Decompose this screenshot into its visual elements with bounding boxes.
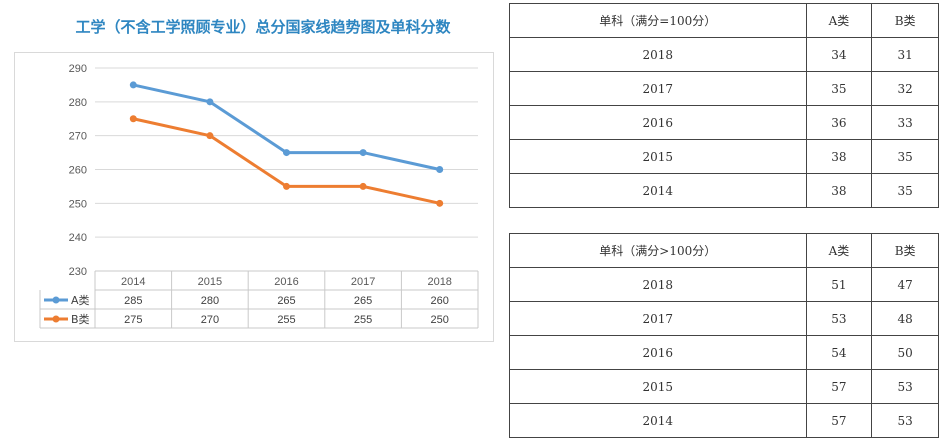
y-tick-label: 230 xyxy=(69,266,87,278)
x-tick-label: 2014 xyxy=(121,276,145,288)
series-line xyxy=(131,117,442,205)
legend-key-marker xyxy=(52,296,60,304)
data-table-value: 265 xyxy=(277,295,295,307)
table-row-cell: 2015 xyxy=(509,139,807,174)
table-row: 2018 51 47 xyxy=(509,267,939,302)
table-row-cell: 36 xyxy=(805,105,873,140)
table-header-row: 单科（满分=100分） A类 B类 xyxy=(509,3,939,38)
series-line xyxy=(131,83,442,171)
data-table-value: 275 xyxy=(124,314,142,326)
table-row-cell: 53 xyxy=(805,301,873,336)
y-tick-label: 290 xyxy=(69,63,87,75)
data-table-value: 250 xyxy=(431,314,449,326)
table-row-cell: 35 xyxy=(871,173,939,208)
table-row-cell: 31 xyxy=(871,37,939,72)
table-header-row-cell: 单科（满分=100分） xyxy=(509,3,807,38)
legend-label: A类 xyxy=(71,293,90,307)
x-tick-label: 2015 xyxy=(198,276,222,288)
data-table-value: 280 xyxy=(201,295,219,307)
legend-key-marker xyxy=(52,315,60,323)
table-row-cell: 57 xyxy=(805,403,873,438)
data-point xyxy=(129,115,137,123)
table-row: 2015 57 53 xyxy=(509,369,939,404)
table-row-cell: 38 xyxy=(805,173,873,208)
table-row: 2014 38 35 xyxy=(509,173,939,208)
data-table-value: 255 xyxy=(354,314,372,326)
table-header-row-cell: B类 xyxy=(871,233,939,268)
data-table-value: 260 xyxy=(431,295,449,307)
chart-canvas: 230 240 250 260 270 280 290 2014 2015 2016 2017 201… xyxy=(39,63,479,329)
table-row-cell: 33 xyxy=(871,105,939,140)
table-row-cell: 57 xyxy=(805,369,873,404)
table-row-cell: 2014 xyxy=(509,403,807,438)
y-tick-label: 280 xyxy=(69,97,87,109)
data-point xyxy=(283,182,290,190)
data-point xyxy=(283,149,290,157)
table-row: 2017 53 48 xyxy=(509,301,939,336)
table-row-cell: 2017 xyxy=(509,301,807,336)
data-point xyxy=(436,199,444,207)
single-subject-table-over-100: 单科（满分>100分） A类 B类 2018 51 47 2017 53 48 2016 54 50 2… xyxy=(509,233,939,438)
table-row-cell: 2017 xyxy=(509,71,807,106)
y-tick-label: 260 xyxy=(69,165,87,177)
data-point xyxy=(206,132,214,140)
table-row: 2014 57 53 xyxy=(509,403,939,438)
table-header-row-cell: A类 xyxy=(805,233,873,268)
table-row-cell: 34 xyxy=(805,37,873,72)
table-row-cell: 2018 xyxy=(509,267,807,302)
table-row-cell: 2016 xyxy=(509,335,807,370)
x-tick-label: 2017 xyxy=(351,276,375,288)
table-row-cell: 51 xyxy=(805,267,873,302)
line-chart: 230 240 250 260 270 280 290 2014 2015 2016 2017 201… xyxy=(14,52,494,342)
y-tick-label: 250 xyxy=(69,198,87,210)
table-row: 2017 35 32 xyxy=(509,71,939,106)
data-table-value: 255 xyxy=(277,314,295,326)
table-header-row-cell: 单科（满分>100分） xyxy=(509,233,807,268)
chart-title: 工学（不含工学照顾专业）总分国家线趋势图及单科分数 xyxy=(75,18,451,36)
table-row-cell: 2014 xyxy=(509,173,807,208)
x-tick-label: 2016 xyxy=(274,276,298,288)
data-point xyxy=(359,182,367,190)
table-row-cell: 2018 xyxy=(509,37,807,72)
table-row: 2016 54 50 xyxy=(509,335,939,370)
table-row-cell: 38 xyxy=(805,139,873,174)
table-header-row-cell: A类 xyxy=(805,3,873,38)
data-table-value: 265 xyxy=(354,295,372,307)
table-row-cell: 35 xyxy=(871,139,939,174)
legend-label: B类 xyxy=(71,312,90,326)
table-row-cell: 53 xyxy=(871,403,939,438)
table-row-cell: 54 xyxy=(805,335,873,370)
data-point xyxy=(206,98,214,106)
table-row-cell: 2015 xyxy=(509,369,807,404)
y-tick-label: 270 xyxy=(69,131,87,143)
table-row-cell: 50 xyxy=(871,335,939,370)
table-header-row: 单科（满分>100分） A类 B类 xyxy=(509,233,939,268)
y-tick-label: 240 xyxy=(69,232,87,244)
data-point xyxy=(129,81,137,89)
data-table-value: 270 xyxy=(201,314,219,326)
table-row-cell: 48 xyxy=(871,301,939,336)
table-row: 2015 38 35 xyxy=(509,139,939,174)
table-row-cell: 32 xyxy=(871,71,939,106)
data-point xyxy=(359,149,367,157)
table-row: 2018 34 31 xyxy=(509,37,939,72)
table-row-cell: 2016 xyxy=(509,105,807,140)
table-row: 2016 36 33 xyxy=(509,105,939,140)
table-header-row-cell: B类 xyxy=(871,3,939,38)
x-tick-label: 2018 xyxy=(427,276,451,288)
table-row-cell: 53 xyxy=(871,369,939,404)
table-row-cell: 35 xyxy=(805,71,873,106)
table-row-cell: 47 xyxy=(871,267,939,302)
data-table-value: 285 xyxy=(124,295,142,307)
single-subject-table-100: 单科（满分=100分） A类 B类 2018 34 31 2017 35 32 2016 36 33 2… xyxy=(509,3,939,208)
data-point xyxy=(436,166,444,173)
